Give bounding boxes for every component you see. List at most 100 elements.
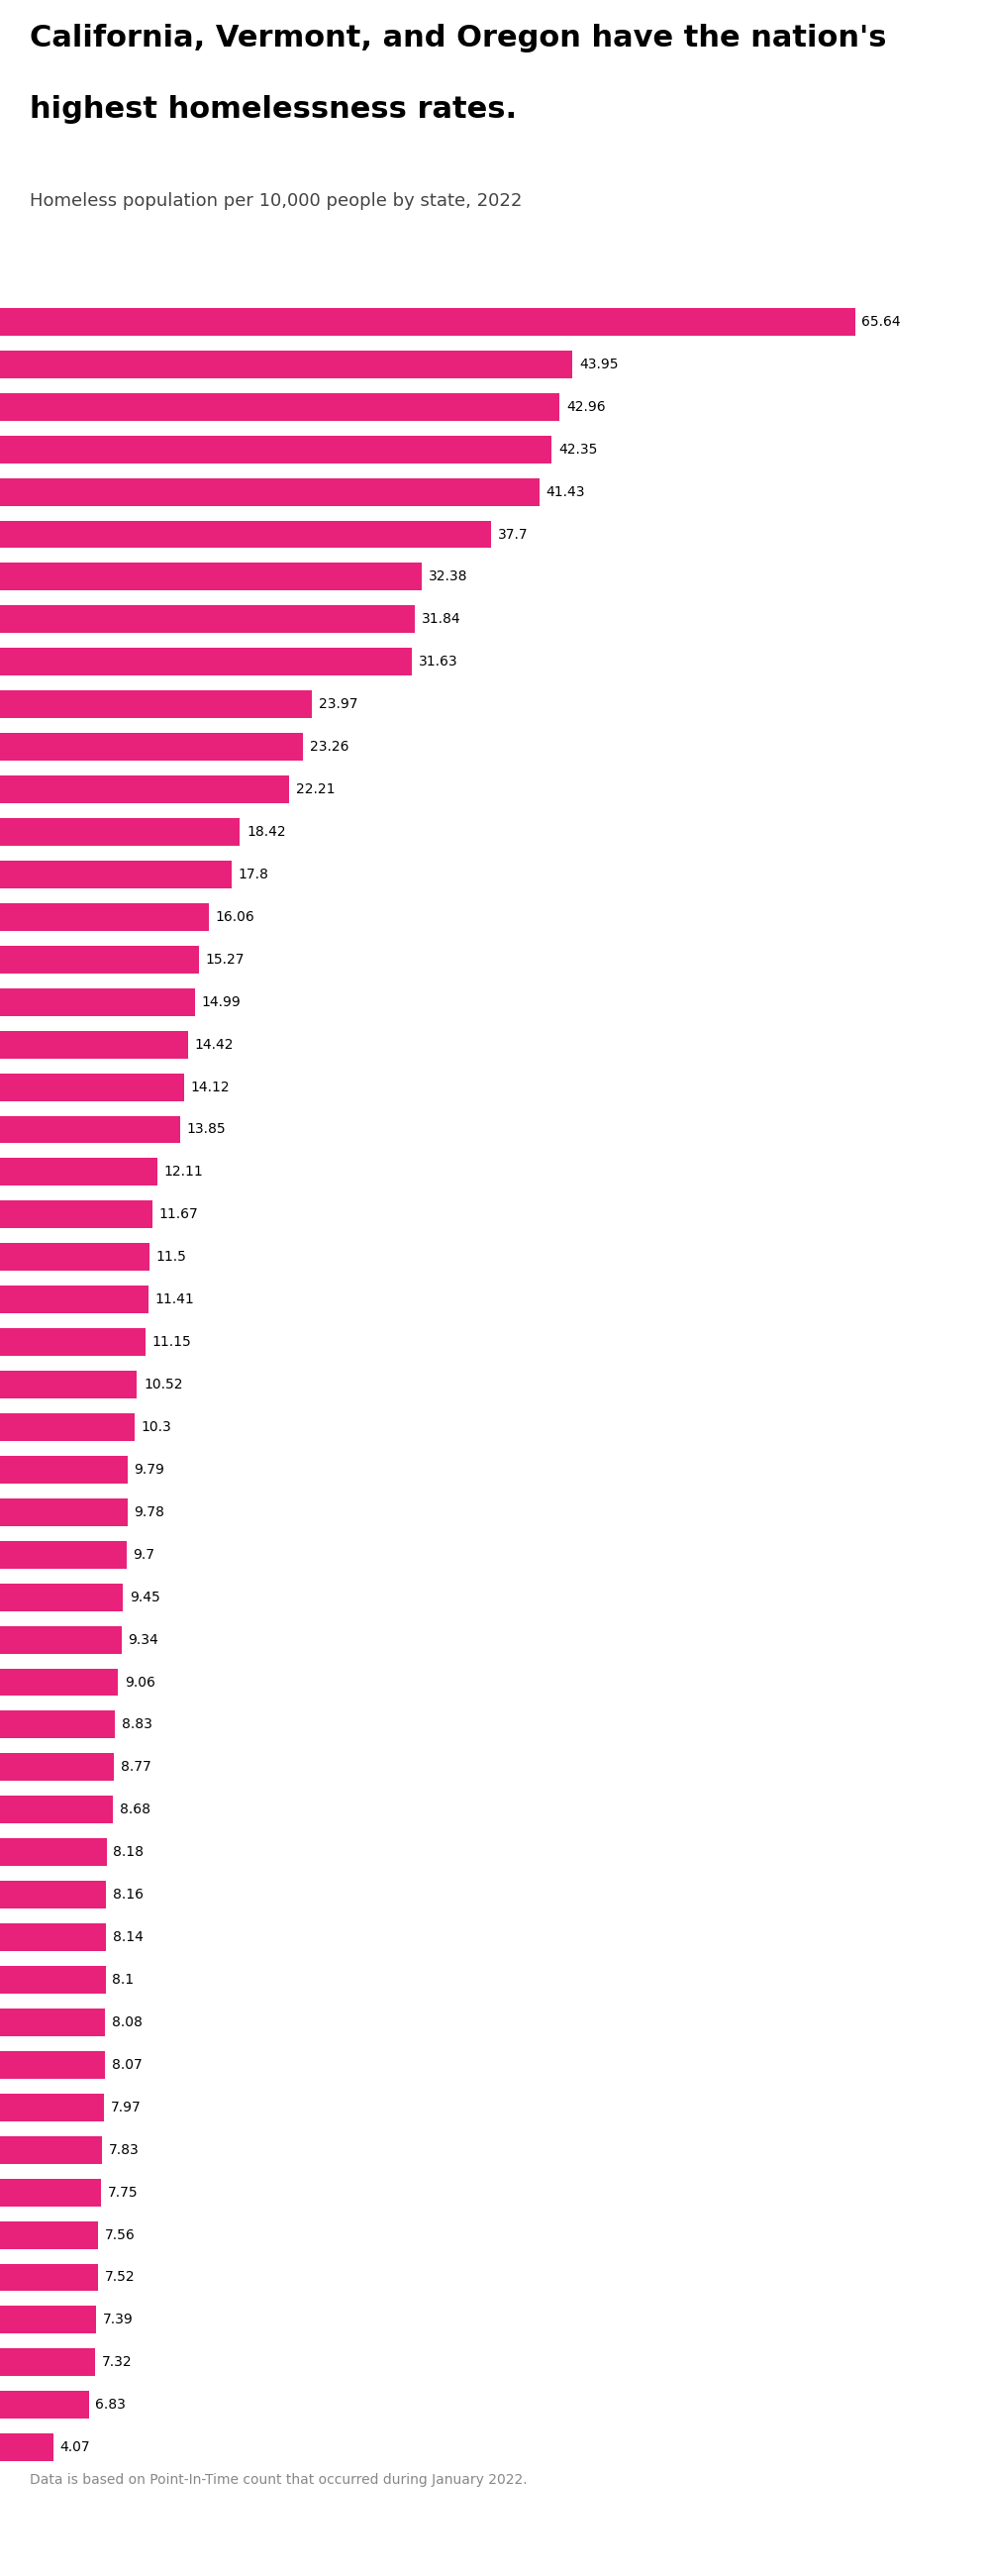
Text: 7.56: 7.56	[105, 2228, 136, 2241]
Text: 10.3: 10.3	[141, 1419, 171, 1435]
Text: 31.63: 31.63	[419, 654, 457, 670]
Bar	[0, 1795, 113, 1824]
Bar	[0, 690, 312, 719]
Text: 8.08: 8.08	[112, 2014, 143, 2030]
Text: 32.38: 32.38	[429, 569, 467, 585]
Bar	[0, 1880, 106, 1909]
Text: 8.18: 8.18	[113, 1844, 144, 1860]
Bar	[0, 1625, 122, 1654]
Bar	[0, 2391, 89, 2419]
Text: 15.27: 15.27	[205, 953, 245, 966]
Bar	[0, 2306, 96, 2334]
Text: 7.39: 7.39	[103, 2313, 134, 2326]
Bar	[0, 1329, 146, 1355]
Text: 9.7: 9.7	[133, 1548, 154, 1561]
Text: 12.11: 12.11	[164, 1164, 204, 1180]
Bar	[0, 1754, 114, 1780]
Bar	[0, 1159, 157, 1185]
Bar	[0, 2221, 98, 2249]
Bar	[0, 1924, 106, 1950]
Bar	[0, 2050, 105, 2079]
Bar	[0, 394, 559, 420]
Bar	[0, 1074, 184, 1100]
Text: 7.97: 7.97	[110, 2099, 141, 2115]
Text: 10.52: 10.52	[144, 1378, 182, 1391]
Bar	[0, 1285, 148, 1314]
Bar	[0, 564, 422, 590]
Text: 8.07: 8.07	[112, 2058, 143, 2071]
Bar	[0, 945, 199, 974]
Text: Homeless population per 10,000 people by state, 2022: Homeless population per 10,000 people by…	[30, 193, 522, 211]
Bar	[0, 1499, 128, 1525]
Bar	[0, 435, 551, 464]
Bar	[0, 775, 289, 804]
Bar	[0, 649, 412, 675]
Bar	[0, 904, 209, 930]
Text: 11.41: 11.41	[155, 1293, 194, 1306]
Text: Data is based on Point-In-Time count that occurred during January 2022.: Data is based on Point-In-Time count tha…	[30, 2473, 528, 2486]
Text: 9.79: 9.79	[134, 1463, 164, 1476]
Text: 9.45: 9.45	[130, 1589, 160, 1605]
Text: 13.85: 13.85	[187, 1123, 226, 1136]
Bar	[0, 1200, 152, 1229]
Text: 41.43: 41.43	[546, 484, 585, 500]
Bar	[0, 1839, 107, 1865]
Bar	[0, 1244, 149, 1270]
Bar	[0, 819, 240, 845]
Text: 11.15: 11.15	[151, 1334, 191, 1350]
Bar	[0, 989, 195, 1015]
Text: 23.26: 23.26	[310, 739, 348, 755]
Text: 43.95: 43.95	[579, 358, 618, 371]
Text: 6.83: 6.83	[95, 2398, 126, 2411]
Text: 65.64: 65.64	[861, 314, 901, 330]
Text: 17.8: 17.8	[239, 868, 269, 881]
Bar	[0, 1669, 118, 1695]
Text: 11.5: 11.5	[156, 1249, 187, 1265]
Text: 7.52: 7.52	[105, 2269, 135, 2285]
Bar	[0, 520, 491, 549]
Text: 9.78: 9.78	[134, 1504, 164, 1520]
Bar	[0, 1414, 135, 1440]
Bar	[0, 860, 232, 889]
Bar	[0, 2349, 95, 2375]
Bar	[0, 2094, 104, 2120]
Text: 8.14: 8.14	[113, 1929, 144, 1945]
Bar	[0, 350, 572, 379]
Text: 42.35: 42.35	[558, 443, 597, 456]
Text: highest homelessness rates.: highest homelessness rates.	[30, 95, 517, 124]
Text: 37.7: 37.7	[498, 528, 528, 541]
Text: 16.06: 16.06	[216, 909, 255, 925]
Text: 9.34: 9.34	[128, 1633, 158, 1646]
Text: 7.83: 7.83	[109, 2143, 139, 2156]
Text: 8.16: 8.16	[113, 1888, 144, 1901]
Bar	[0, 2264, 98, 2290]
Bar	[0, 1710, 115, 1739]
Bar	[0, 309, 855, 335]
Text: 14.12: 14.12	[190, 1079, 230, 1095]
Bar	[0, 1030, 188, 1059]
Bar	[0, 2136, 102, 2164]
Text: 14.42: 14.42	[194, 1038, 234, 1051]
Text: 31.84: 31.84	[422, 613, 460, 626]
Text: California, Vermont, and Oregon have the nation's: California, Vermont, and Oregon have the…	[30, 23, 887, 52]
Bar	[0, 2179, 101, 2205]
Text: 7.32: 7.32	[102, 2354, 133, 2370]
Bar	[0, 1965, 106, 1994]
Bar	[0, 2009, 105, 2035]
Text: 23.97: 23.97	[319, 698, 357, 711]
Bar	[0, 1540, 127, 1569]
Text: 4.07: 4.07	[59, 2439, 90, 2455]
Bar	[0, 2434, 53, 2460]
Text: 42.96: 42.96	[566, 399, 605, 415]
Bar	[0, 1584, 123, 1610]
Text: 11.67: 11.67	[158, 1208, 198, 1221]
Text: 8.83: 8.83	[122, 1718, 152, 1731]
Bar	[0, 605, 415, 634]
Text: 18.42: 18.42	[247, 824, 286, 840]
Text: 8.77: 8.77	[121, 1759, 151, 1775]
Bar	[0, 479, 540, 505]
Text: 9.06: 9.06	[125, 1674, 155, 1690]
Bar	[0, 1115, 180, 1144]
Bar	[0, 1370, 137, 1399]
Text: 14.99: 14.99	[202, 994, 242, 1010]
